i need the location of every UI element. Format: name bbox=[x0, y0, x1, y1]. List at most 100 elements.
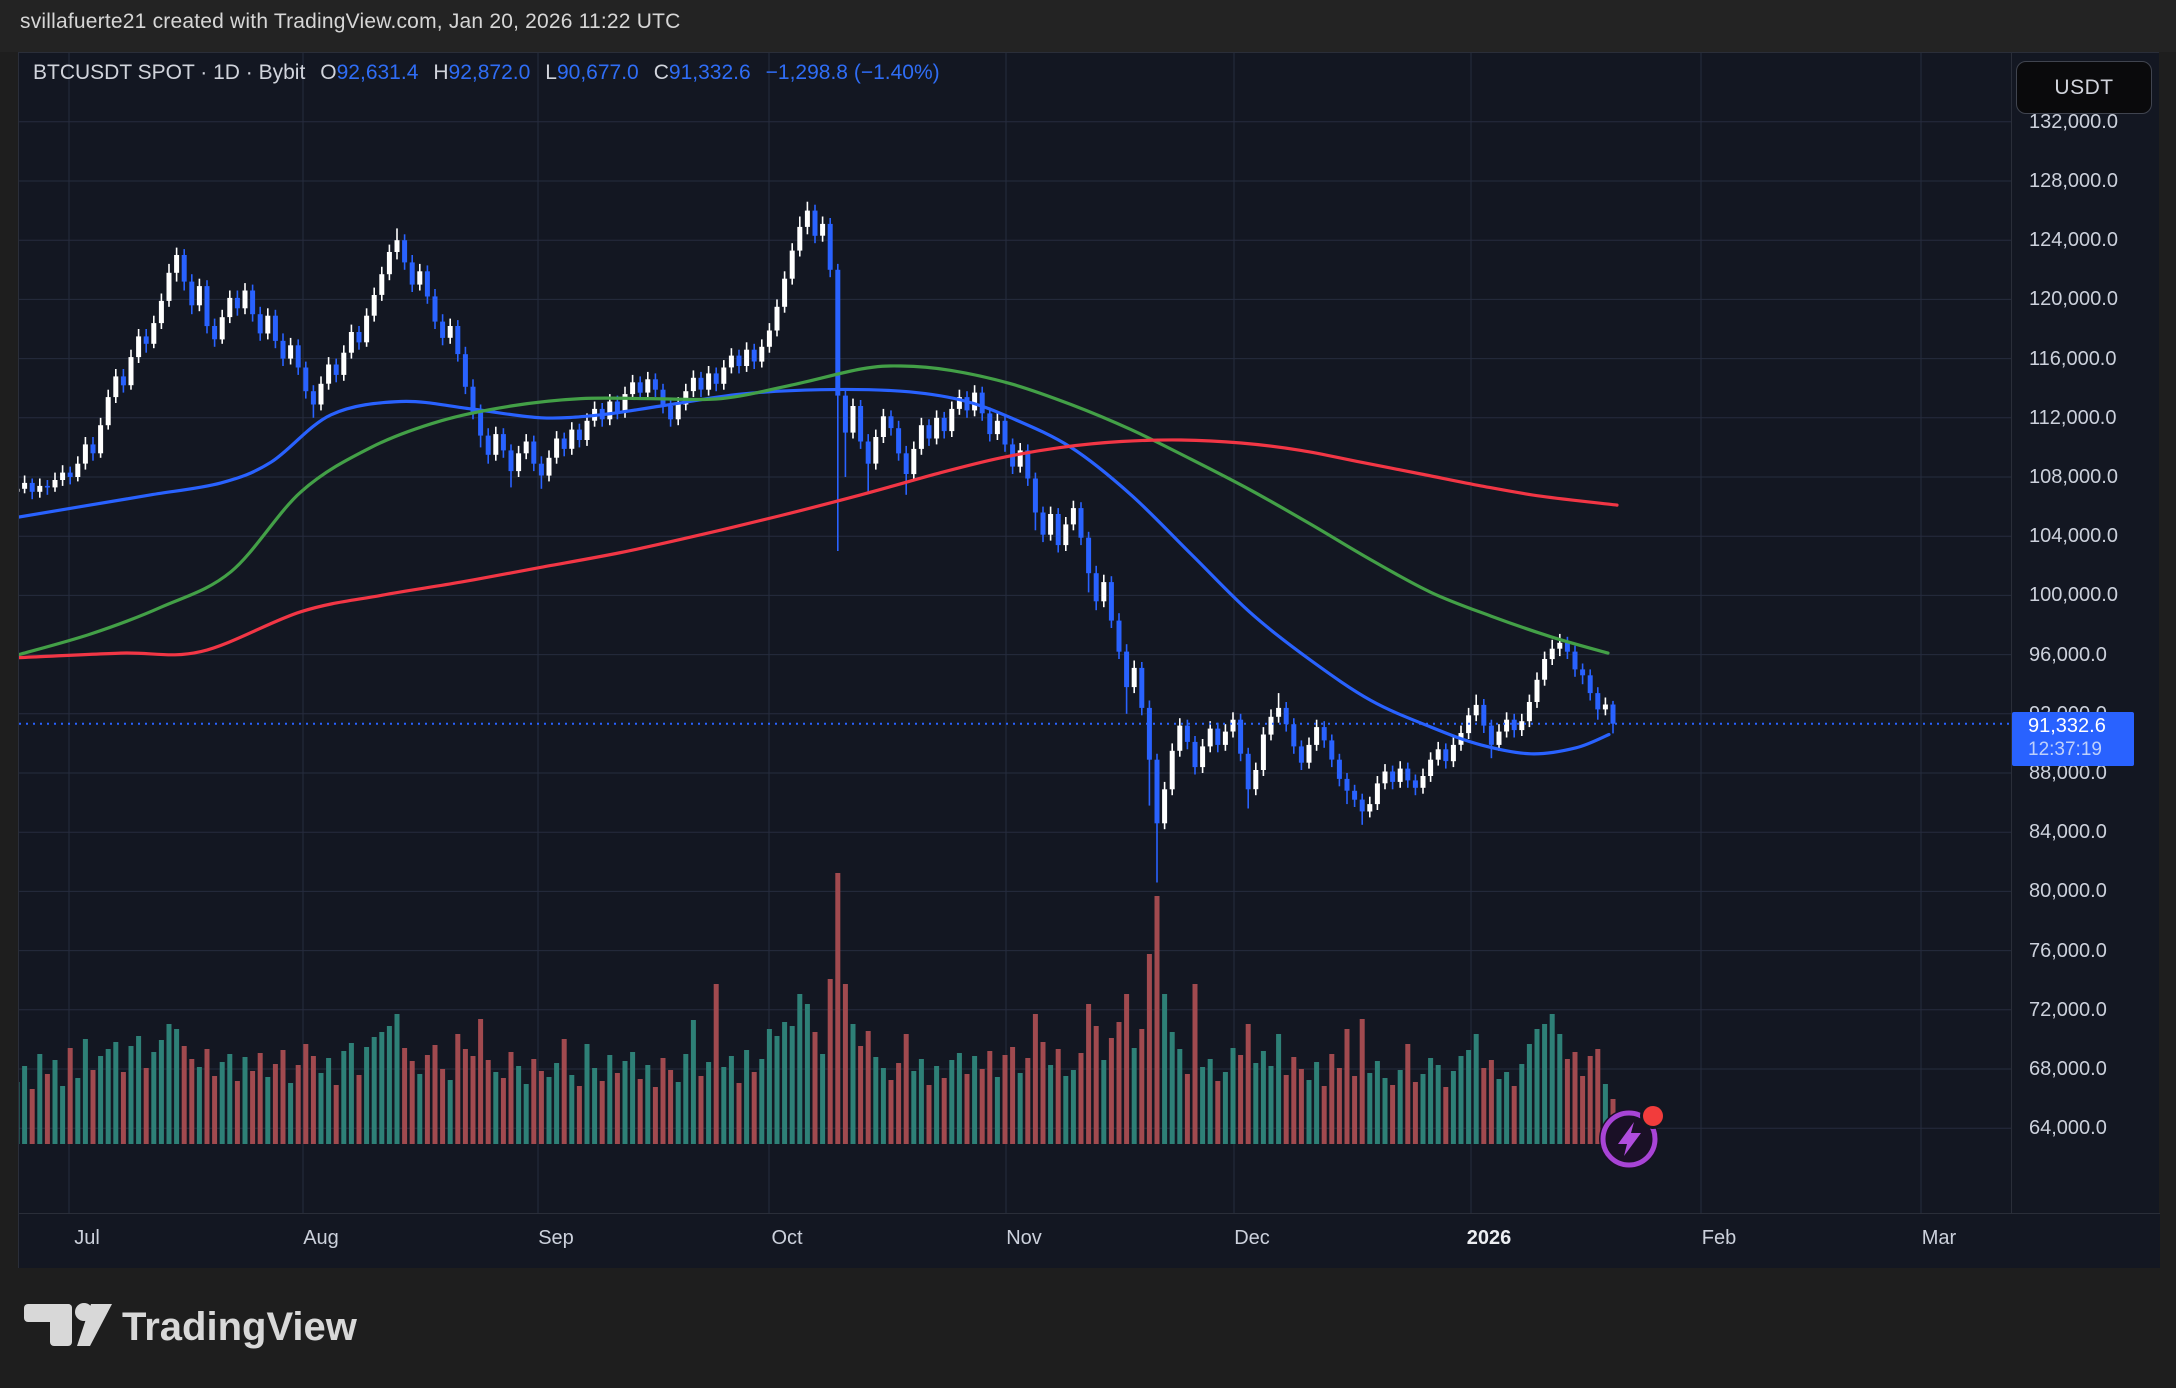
volume-bar bbox=[462, 1049, 468, 1144]
candle-body bbox=[1367, 804, 1373, 812]
tradingview-logo[interactable]: TradingView bbox=[24, 1300, 364, 1361]
candle-body bbox=[1177, 725, 1183, 751]
candle-body bbox=[19, 488, 20, 492]
candle-body bbox=[1124, 651, 1130, 688]
candle-body bbox=[402, 240, 408, 263]
volume-bar bbox=[219, 1062, 225, 1144]
candle-body bbox=[500, 434, 506, 451]
price-axis-label: 76,000.0 bbox=[2029, 940, 2107, 962]
price-chart-svg[interactable] bbox=[19, 53, 2011, 1213]
currency-toggle-button[interactable]: USDT bbox=[2016, 61, 2152, 114]
candle-body bbox=[842, 395, 848, 433]
volume-bar bbox=[789, 1026, 795, 1144]
volume-bar bbox=[926, 1085, 932, 1144]
bar-countdown: 12:37:19 bbox=[2028, 739, 2102, 760]
volume-bar bbox=[812, 1032, 818, 1144]
candle-body bbox=[1192, 741, 1198, 768]
chart-plot-area[interactable]: BTCUSDT SPOT · 1D · Bybit O92,631.4 H92,… bbox=[19, 53, 2011, 1213]
candle-body bbox=[37, 485, 43, 492]
volume-bar bbox=[561, 1039, 567, 1144]
volume-bar bbox=[576, 1086, 582, 1144]
candle-body bbox=[1412, 780, 1418, 788]
low-readout: L90,677.0 bbox=[545, 61, 639, 84]
volume-bar bbox=[949, 1060, 955, 1144]
volume-bar bbox=[1108, 1038, 1114, 1144]
candle-body bbox=[204, 286, 210, 327]
candle-body bbox=[652, 379, 658, 390]
volume-bar bbox=[911, 1071, 917, 1144]
volume-bar bbox=[409, 1061, 415, 1144]
candle-body bbox=[508, 450, 514, 472]
candle-body bbox=[310, 391, 316, 405]
volume-bar bbox=[934, 1066, 940, 1144]
chart-widget: BTCUSDT SPOT · 1D · Bybit O92,631.4 H92,… bbox=[18, 52, 2160, 1268]
volume-bar bbox=[964, 1074, 970, 1144]
volume-bar bbox=[592, 1068, 598, 1144]
price-axis-label: 128,000.0 bbox=[2029, 170, 2118, 192]
candle-body bbox=[181, 255, 187, 282]
change-readout: −1,298.8 (−1.40%) bbox=[765, 61, 940, 84]
volume-bar bbox=[896, 1063, 902, 1144]
candle-body bbox=[1070, 508, 1076, 525]
volume-bar bbox=[22, 1066, 28, 1144]
volume-bar bbox=[1055, 1049, 1061, 1144]
volume-bar bbox=[1443, 1087, 1449, 1144]
candle-body bbox=[1017, 450, 1023, 467]
volume-bar bbox=[1352, 1076, 1358, 1144]
candle-body bbox=[690, 377, 696, 392]
candle-body bbox=[280, 340, 286, 359]
volume-bar bbox=[675, 1082, 681, 1144]
candle-body bbox=[820, 223, 826, 236]
volume-bar bbox=[333, 1085, 339, 1144]
candle-body bbox=[972, 392, 978, 411]
volume-bar bbox=[1564, 1059, 1570, 1144]
candle-body bbox=[227, 297, 233, 318]
candle-body bbox=[1314, 727, 1320, 745]
candle-body bbox=[1488, 725, 1494, 745]
candle-body bbox=[1359, 799, 1365, 812]
volume-bar bbox=[120, 1072, 126, 1144]
volume-bar bbox=[303, 1044, 309, 1144]
candle-body bbox=[941, 417, 947, 432]
candle-body bbox=[1298, 746, 1304, 763]
volume-bar bbox=[204, 1049, 210, 1144]
candle-body bbox=[645, 379, 651, 393]
time-axis[interactable]: Jul Aug Sep Oct Nov Dec 2026 Feb Mar bbox=[19, 1213, 2160, 1268]
candle-body bbox=[949, 408, 955, 432]
volume-bar bbox=[1253, 1063, 1259, 1144]
volume-bar bbox=[1124, 994, 1130, 1144]
volume-bar bbox=[1458, 1056, 1464, 1144]
volume-bar bbox=[782, 1022, 788, 1144]
price-axis-label: 120,000.0 bbox=[2029, 288, 2118, 310]
volume-bar bbox=[181, 1046, 187, 1144]
volume-bar bbox=[1283, 1075, 1289, 1144]
candle-body bbox=[128, 357, 134, 386]
flash-icon[interactable] bbox=[1593, 1099, 1669, 1175]
price-axis[interactable]: 132,000.0 128,000.0 124,000.0 120,000.0 116,… bbox=[2011, 53, 2159, 1213]
candle-body bbox=[478, 411, 484, 436]
volume-bar bbox=[744, 1050, 750, 1144]
volume-bar bbox=[1435, 1065, 1441, 1144]
candle-body bbox=[721, 367, 727, 384]
candle-body bbox=[956, 397, 962, 409]
volume-bar bbox=[174, 1029, 180, 1144]
volume-bar bbox=[242, 1057, 248, 1144]
candle-body bbox=[728, 355, 734, 368]
candle-body bbox=[1093, 573, 1099, 602]
ma-mid-line bbox=[19, 364, 1610, 657]
candle-body bbox=[827, 223, 833, 270]
volume-bar bbox=[1306, 1080, 1312, 1144]
volume-bar bbox=[797, 994, 803, 1144]
volume-bar bbox=[1207, 1059, 1213, 1144]
volume-bar bbox=[1519, 1064, 1525, 1144]
candle-body bbox=[295, 345, 301, 368]
candle-body bbox=[272, 315, 278, 341]
tradingview-wordmark: TradingView bbox=[122, 1305, 358, 1349]
candle-body bbox=[516, 453, 522, 472]
candle-body bbox=[744, 349, 750, 366]
volume-bar bbox=[1481, 1068, 1487, 1144]
candle-body bbox=[1032, 478, 1038, 513]
candle-body bbox=[1374, 783, 1380, 805]
candle-body bbox=[569, 429, 575, 449]
